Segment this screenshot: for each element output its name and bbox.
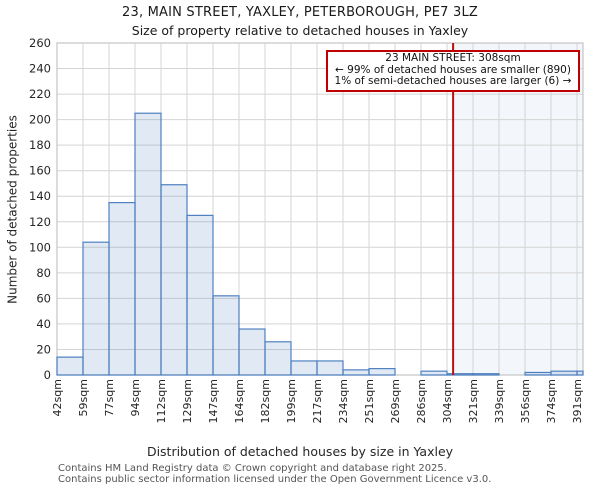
histogram-bar (342, 369, 370, 376)
x-tick-label: 251sqm (363, 379, 376, 423)
x-tick-label: 164sqm (233, 379, 246, 423)
y-tick-label: 220 (29, 87, 51, 101)
histogram-bar (134, 112, 162, 376)
x-tick-label: 304sqm (441, 379, 454, 423)
x-tick-label: 112sqm (155, 379, 168, 423)
histogram-bar (238, 328, 266, 376)
y-tick-label: 140 (29, 189, 51, 203)
histogram-bar (316, 360, 344, 376)
y-tick-label: 260 (29, 36, 51, 50)
chart-title: 23, MAIN STREET, YAXLEY, PETERBOROUGH, P… (122, 5, 478, 20)
larger-than-region-shade (453, 43, 583, 375)
histogram-bar (446, 373, 474, 376)
attribution-line-1: Contains HM Land Registry data © Crown c… (58, 463, 447, 474)
x-tick-label: 234sqm (337, 379, 350, 423)
histogram-bar (108, 202, 136, 376)
marker-annotation-box: 23 MAIN STREET: 308sqm ← 99% of detached… (326, 50, 580, 92)
histogram-bar (186, 214, 214, 376)
y-tick-label: 40 (36, 317, 51, 331)
y-tick-label: 180 (29, 138, 51, 152)
x-tick-label: 42sqm (51, 379, 64, 416)
x-tick-label: 374sqm (545, 379, 558, 423)
histogram-bar (524, 371, 552, 376)
y-tick-label: 240 (29, 62, 51, 76)
histogram-bar (212, 295, 240, 376)
x-tick-label: 339sqm (493, 379, 506, 423)
x-tick-label: 321sqm (467, 379, 480, 423)
y-tick-label: 80 (36, 266, 51, 280)
histogram-bar (368, 368, 396, 376)
y-tick-label: 100 (29, 240, 51, 254)
x-tick-label: 286sqm (415, 379, 428, 423)
x-tick-label: 147sqm (207, 379, 220, 423)
annotation-larger-stat: 1% of semi-detached houses are larger (6… (334, 75, 572, 87)
x-tick-label: 269sqm (389, 379, 402, 423)
x-tick-label: 199sqm (285, 379, 298, 423)
annotation-smaller-stat: ← 99% of detached houses are smaller (89… (335, 63, 571, 76)
y-tick-label: 160 (29, 164, 51, 178)
x-tick-label: 77sqm (103, 379, 116, 416)
histogram-bar (472, 373, 500, 376)
chart-subtitle: Size of property relative to detached ho… (131, 23, 469, 38)
annotation-property-size: 23 MAIN STREET: 308sqm (385, 52, 521, 64)
histogram-bar (420, 370, 448, 376)
x-tick-label: 94sqm (129, 379, 142, 416)
attribution-line-2: Contains public sector information licen… (58, 474, 492, 485)
histogram-bar (290, 360, 318, 376)
histogram-bar (550, 370, 578, 376)
y-tick-label: 200 (29, 113, 51, 127)
x-tick-label: 182sqm (259, 379, 272, 423)
histogram-bar (56, 356, 84, 376)
x-tick-label: 356sqm (519, 379, 532, 423)
y-tick-label: 0 (44, 368, 51, 382)
y-tick-label: 20 (36, 342, 51, 356)
x-tick-label: 59sqm (77, 379, 90, 416)
y-tick-label: 60 (36, 291, 51, 305)
attribution-footer: Contains HM Land Registry data © Crown c… (58, 463, 598, 485)
x-tick-label: 217sqm (311, 379, 324, 423)
x-tick-label: 129sqm (181, 379, 194, 423)
x-axis-label: Distribution of detached houses by size … (146, 444, 454, 459)
histogram-bar (576, 370, 584, 376)
histogram-bar (264, 341, 292, 376)
histogram-bar (160, 184, 188, 376)
histogram-bar (82, 241, 110, 376)
x-tick-label: 391sqm (571, 379, 584, 423)
y-axis-label: Number of detached properties (5, 115, 20, 304)
y-tick-label: 120 (29, 215, 51, 229)
